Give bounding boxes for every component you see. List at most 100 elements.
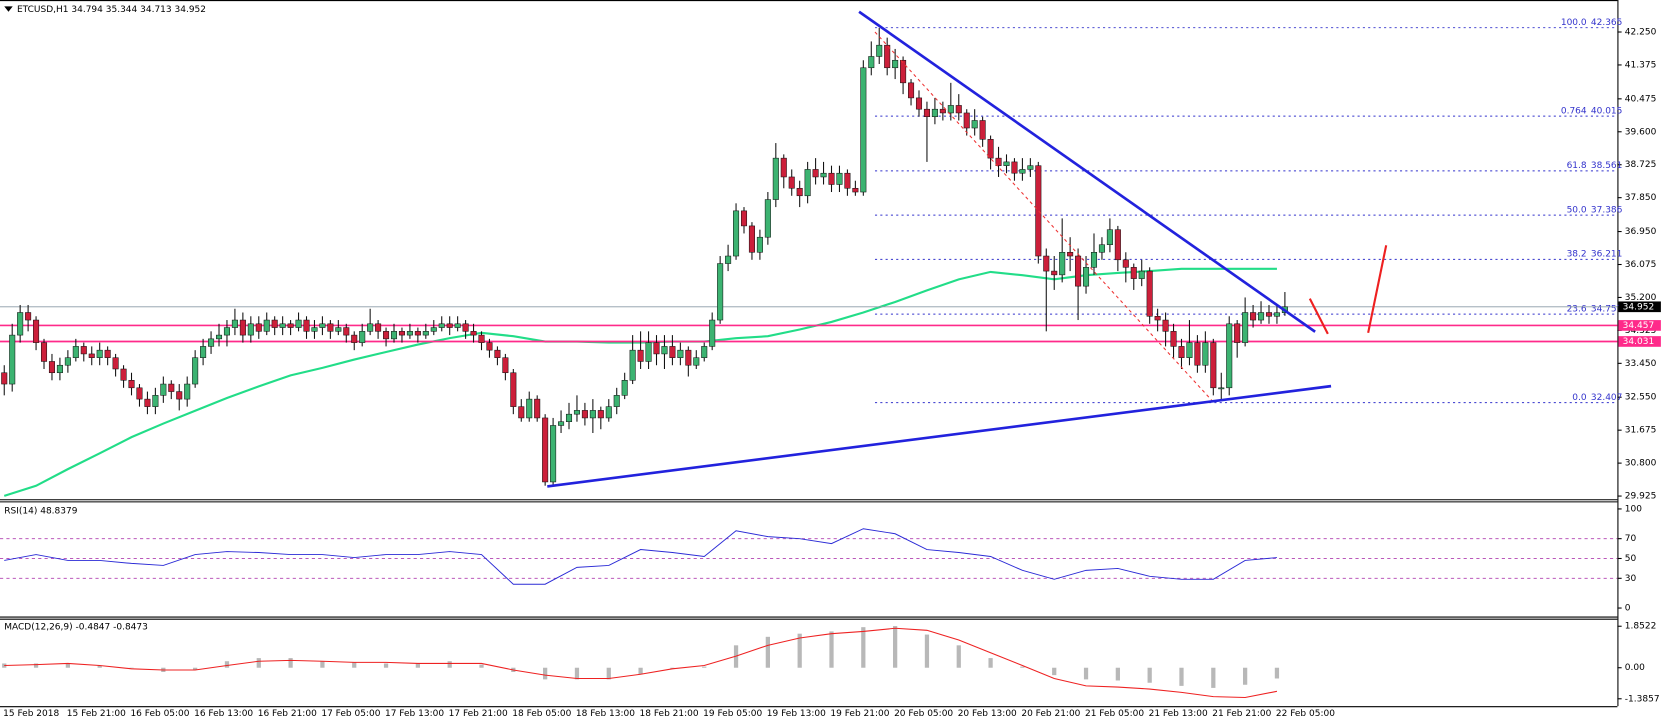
candle-body: [573, 410, 580, 415]
trend-line: [858, 10, 1316, 333]
candle-body: [939, 108, 946, 114]
histogram-bar: [2, 663, 7, 668]
candle-body: [17, 312, 24, 336]
x-tick-label: 18 Feb 05:00: [512, 709, 571, 719]
candle-body: [605, 406, 612, 419]
candle-body: [367, 323, 374, 332]
fib-price-label: 36.211: [1591, 250, 1623, 260]
candle-body: [860, 67, 867, 193]
y-tick-label: 36.950: [1625, 227, 1657, 237]
candle-body: [502, 357, 509, 374]
candle-body: [303, 319, 310, 332]
arrow-stroke: [1367, 245, 1388, 334]
arrow-stroke: [1308, 298, 1329, 335]
candle-body: [208, 338, 215, 347]
fib-level-label: 38.2: [1567, 250, 1587, 260]
fib-level-label: 23.6: [1567, 304, 1587, 314]
candle-body: [947, 105, 954, 114]
histogram-bar: [924, 634, 930, 668]
x-tick-label: 19 Feb 21:00: [830, 709, 889, 719]
histogram-bar: [1274, 667, 1280, 679]
fib-price-label: 40.015: [1591, 106, 1623, 116]
candle-body: [1273, 312, 1280, 317]
trend-line: [547, 384, 1332, 488]
fib-price-label: 37.386: [1591, 205, 1623, 215]
candle-body: [1154, 316, 1161, 321]
histogram-bar: [543, 667, 548, 680]
y-tick-label: 100: [1625, 504, 1642, 514]
y-tick-label: 30: [1625, 574, 1637, 584]
candle-body: [1210, 342, 1217, 389]
candle-body: [239, 319, 246, 336]
candle-body: [1106, 229, 1113, 246]
level-tag-label: 34.457: [1623, 321, 1655, 331]
candle-body: [645, 342, 652, 362]
candle-body: [788, 176, 795, 189]
marks: 42.250 41.375 40.475 39.600 38.725 37.850 36.9…: [0, 18, 1661, 719]
x-tick-label: 20 Feb 05:00: [894, 709, 953, 719]
candle-body: [351, 334, 358, 343]
y-tick-label: 35.200: [1625, 293, 1657, 303]
candle-body: [669, 346, 676, 358]
histogram-bar: [193, 667, 198, 670]
menu-icon[interactable]: [4, 6, 13, 12]
candle-body: [295, 319, 302, 328]
y-tick-label: 39.600: [1625, 127, 1657, 137]
histogram-bar: [352, 662, 357, 668]
y-tick-label: 1.8522: [1625, 622, 1657, 632]
y-tick-label: 40.475: [1625, 94, 1657, 104]
candle-body: [1162, 319, 1169, 332]
candle-body: [494, 349, 501, 358]
candle-body: [987, 139, 994, 159]
candle-body: [820, 172, 827, 178]
candle-body: [1186, 342, 1193, 358]
candle-body: [430, 327, 437, 332]
candle-body: [184, 383, 191, 400]
candle-body: [478, 334, 485, 343]
fib-diagonal: [874, 31, 1215, 404]
y-tick-label: 29.925: [1625, 492, 1657, 502]
x-tick-label: 22 Feb 05:00: [1276, 709, 1335, 719]
y-tick-label: -1.3857: [1625, 694, 1660, 704]
candle-body: [701, 346, 708, 358]
candle-body: [836, 172, 843, 185]
candle-body: [685, 349, 692, 366]
candle-body: [1146, 270, 1153, 317]
x-tick-label: 21 Feb 21:00: [1212, 709, 1271, 719]
panel-title: MACD(12,26,9) -0.4847 -0.8473: [4, 623, 148, 633]
level-tag-label: 34.031: [1623, 337, 1655, 347]
candle-body: [271, 319, 278, 328]
candle-body: [693, 357, 700, 366]
candle-body: [144, 398, 151, 407]
candle-body: [454, 323, 461, 328]
histogram-bar: [479, 664, 484, 668]
histogram-bar: [765, 636, 770, 668]
x-tick-label: 16 Feb 21:00: [258, 709, 317, 719]
level-tag: [1618, 336, 1661, 347]
candle-body: [709, 319, 716, 347]
candle-body: [40, 342, 48, 362]
candle-body: [589, 410, 596, 419]
candle-body: [33, 319, 40, 343]
histogram-bar: [702, 666, 707, 668]
histogram-bar: [574, 667, 580, 680]
candle-body: [96, 349, 103, 358]
candle-body: [963, 112, 970, 129]
candle-body: [311, 327, 318, 332]
candle-body: [390, 331, 398, 340]
candle-body: [526, 398, 533, 419]
candle-body: [398, 331, 405, 336]
histogram-bar: [1052, 667, 1057, 676]
x-tick-label: 15 Feb 2018: [3, 709, 59, 719]
candle-body: [136, 387, 143, 400]
histogram-bar: [797, 633, 802, 668]
candle-body: [263, 319, 270, 332]
candle-body: [1067, 252, 1074, 257]
candle-body: [518, 406, 525, 419]
candle-body: [1098, 244, 1105, 253]
y-tick-label: 30.800: [1625, 459, 1657, 469]
candle-body: [1250, 312, 1257, 321]
candle-body: [613, 395, 620, 407]
